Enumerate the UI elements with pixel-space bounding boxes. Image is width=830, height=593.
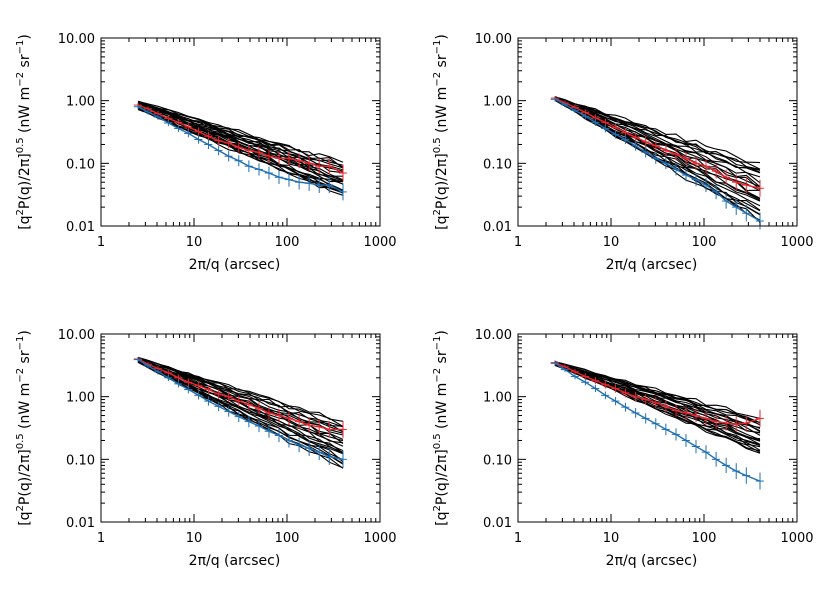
black-curve: [137, 357, 344, 427]
black-curve: [554, 97, 761, 174]
x-axis-label: 2π/q (arcsec): [189, 257, 281, 273]
black-curve: [137, 101, 344, 168]
x-tick-label: 1: [514, 235, 522, 250]
plot-frame: [100, 37, 381, 227]
black-curve: [137, 356, 344, 422]
y-axis-label: [q2P(q)/2π]0.5 (nW m−2 sr−1): [432, 34, 450, 230]
y-axis-label: [q2P(q)/2π]0.5 (nW m−2 sr−1): [15, 330, 33, 526]
y-tick-label: 0.10: [66, 453, 95, 468]
y-tick-label: 10.00: [58, 328, 95, 343]
black-curve: [137, 361, 344, 461]
y-tick-label: 0.01: [483, 220, 512, 235]
x-tick-label: 1000: [363, 531, 396, 546]
x-tick-label: 10: [186, 235, 203, 250]
black-curve: [554, 361, 761, 419]
x-tick-label: 100: [275, 531, 300, 546]
plot-frame: [517, 333, 798, 523]
plot-frame: [517, 37, 798, 227]
y-axis-label: [q2P(q)/2π]0.5 (nW m−2 sr−1): [15, 34, 33, 230]
black-curve: [554, 364, 761, 452]
y-tick-label: 10.00: [475, 32, 512, 47]
x-tick-label: 1: [97, 531, 105, 546]
panel-3: 1 10 100 1000 0.01 0.10 1.00 10.00 2π/q (arcsec)…: [15, 328, 397, 569]
y-axis-label: [q2P(q)/2π]0.5 (nW m−2 sr−1): [432, 330, 450, 526]
x-tick-label: 100: [275, 235, 300, 250]
x-axis-label: 2π/q (arcsec): [606, 257, 698, 273]
black-curve: [554, 96, 761, 171]
y-tick-label: 1.00: [483, 95, 512, 110]
x-tick-label: 1: [97, 235, 105, 250]
y-tick-label: 1.00: [483, 391, 512, 406]
x-tick-label: 100: [692, 235, 717, 250]
x-tick-label: 10: [186, 531, 203, 546]
panel-4: 1 10 100 1000 0.01 0.10 1.00 10.00 2π/q (arcsec)…: [432, 328, 814, 569]
y-tick-label: 1.00: [66, 391, 95, 406]
x-tick-label: 100: [692, 531, 717, 546]
black-curve: [554, 97, 761, 170]
plot-frame: [100, 333, 381, 523]
y-tick-label: 0.01: [66, 516, 95, 531]
y-tick-label: 0.10: [66, 157, 95, 172]
black-curve: [137, 100, 344, 163]
panel-1: 1 10 100 1000 0.01 0.10 1.00 10.00 2π/q (arcsec)…: [15, 32, 397, 273]
black-curve: [137, 357, 344, 433]
y-tick-label: 0.01: [483, 516, 512, 531]
x-axis-label: 2π/q (arcsec): [189, 553, 281, 569]
x-tick-label: 1: [514, 531, 522, 546]
x-tick-label: 10: [603, 531, 620, 546]
panel-2: 1 10 100 1000 0.01 0.10 1.00 10.00 2π/q (arcsec)…: [432, 32, 814, 273]
y-tick-label: 0.10: [483, 157, 512, 172]
x-tick-label: 1000: [780, 235, 813, 250]
x-axis-label: 2π/q (arcsec): [606, 553, 698, 569]
y-tick-label: 10.00: [58, 32, 95, 47]
x-tick-label: 1000: [363, 235, 396, 250]
y-tick-label: 0.01: [66, 220, 95, 235]
x-tick-label: 1000: [780, 531, 813, 546]
y-tick-label: 10.00: [475, 328, 512, 343]
x-tick-label: 10: [603, 235, 620, 250]
black-curve: [554, 96, 761, 164]
y-tick-label: 1.00: [66, 95, 95, 110]
y-tick-label: 0.10: [483, 453, 512, 468]
